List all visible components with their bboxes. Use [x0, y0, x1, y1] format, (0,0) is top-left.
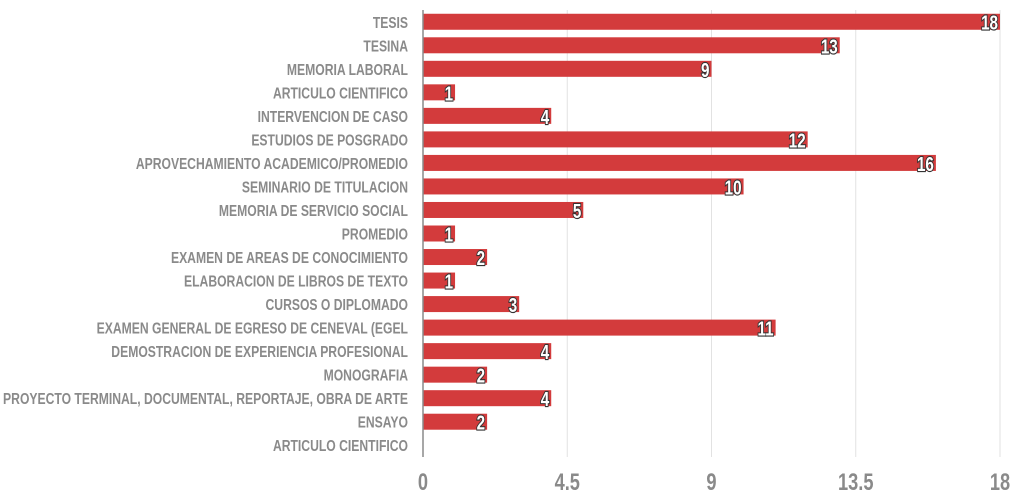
- bar: [423, 225, 456, 242]
- bar: [423, 13, 1000, 30]
- x-tick-label: 0: [418, 469, 428, 496]
- category-label: CURSOS O DIPLOMADO: [266, 297, 408, 315]
- category-label: MEMORIA DE SERVICIO SOCIAL: [219, 202, 408, 220]
- bar: [423, 131, 808, 148]
- bar: [423, 201, 584, 218]
- value-label: 4: [541, 106, 550, 129]
- value-label: 2: [477, 247, 486, 270]
- category-label: TESIS: [373, 14, 408, 32]
- category-label: PROYECTO TERMINAL, DOCUMENTAL, REPORTAJE…: [3, 391, 408, 409]
- value-label: 5: [573, 200, 582, 223]
- bars: [423, 13, 1000, 430]
- category-label: TESINA: [363, 38, 408, 56]
- bar: [423, 107, 552, 124]
- bar: [423, 296, 520, 313]
- bar: [423, 413, 488, 430]
- category-label: EXAMEN DE AREAS DE CONOCIMIENTO: [171, 250, 408, 268]
- value-label: 2: [477, 365, 486, 388]
- category-label: MEMORIA LABORAL: [287, 61, 408, 79]
- bar: [423, 178, 744, 195]
- value-label: 11: [758, 318, 774, 341]
- category-labels: TESIS TESINA MEMORIA LABORAL ARTICULO CIENT…: [3, 14, 408, 455]
- x-tick-label: 13.5: [838, 469, 874, 496]
- x-tick-label: 4.5: [555, 469, 580, 496]
- x-tick-labels: 0 4.5 9 13.5 18: [418, 469, 1010, 496]
- x-tick-label: 18: [990, 469, 1010, 496]
- category-label: APROVECHAMIENTO ACADEMICO/PROMEDIO: [136, 155, 408, 173]
- category-label: ENSAYO: [358, 414, 408, 432]
- gridlines: [566, 10, 1001, 457]
- value-label: 13: [821, 35, 838, 58]
- value-label: 4: [541, 388, 550, 411]
- value-label: 3: [509, 294, 518, 317]
- bar: [423, 319, 776, 336]
- category-label: PROMEDIO: [342, 226, 408, 244]
- bar: [423, 272, 456, 289]
- value-label: 1: [445, 223, 454, 246]
- category-label: SEMINARIO DE TITULACION: [242, 179, 408, 197]
- value-label: 1: [445, 82, 454, 105]
- value-label: 2: [477, 412, 486, 435]
- category-label: DEMOSTRACION DE EXPERIENCIA PROFESIONAL: [111, 344, 408, 362]
- value-label: 10: [725, 176, 742, 199]
- bar: [423, 154, 936, 171]
- value-label: 1: [445, 271, 454, 294]
- value-label: 18: [981, 12, 998, 35]
- category-label: ARTICULO CIENTIFICO: [273, 438, 408, 456]
- category-label: ESTUDIOS DE POSGRADO: [251, 132, 408, 150]
- category-label: ARTICULO CIENTIFICO: [273, 85, 408, 103]
- value-label: 4: [541, 341, 550, 364]
- bar: [423, 60, 712, 77]
- bar: [423, 390, 552, 407]
- bar: [423, 249, 488, 266]
- category-label: INTERVENCION DE CASO: [258, 108, 408, 126]
- category-label: MONOGRAFIA: [324, 367, 408, 385]
- value-label: 16: [917, 153, 934, 176]
- bar: [423, 366, 488, 383]
- bar: [423, 37, 840, 54]
- category-label: EXAMEN GENERAL DE EGRESO DE CENEVAL (EGE…: [97, 320, 409, 338]
- bar: [423, 343, 552, 360]
- value-label: 12: [789, 129, 806, 152]
- bar: [423, 84, 456, 101]
- category-label: ELABORACION DE LIBROS DE TEXTO: [184, 273, 408, 291]
- x-tick-label: 9: [706, 469, 716, 496]
- value-label: 9: [701, 59, 710, 82]
